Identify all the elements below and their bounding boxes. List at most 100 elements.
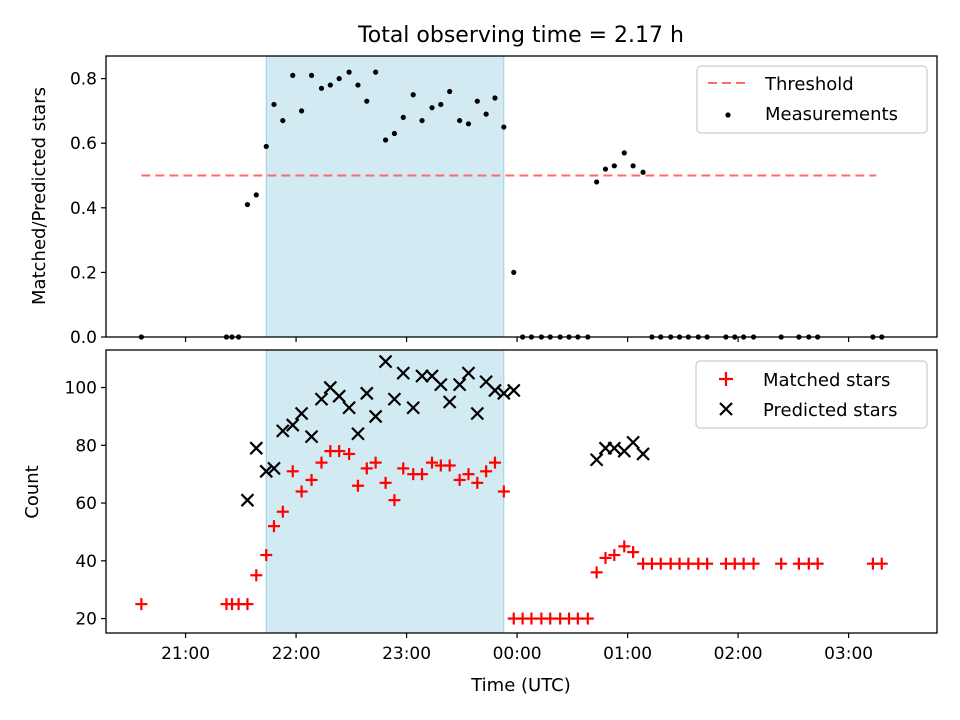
bottom-y-tick-label: 80 <box>75 436 97 456</box>
measurement-point <box>438 101 444 108</box>
top-y-tick-label: 0.8 <box>70 70 97 90</box>
predicted-point <box>249 441 264 455</box>
predicted-point <box>342 400 356 415</box>
x-tick-label: 01:00 <box>603 644 652 664</box>
measurement-point <box>391 130 398 137</box>
bottom-panel: 21:00 22:00 23:00 00:00 01:00 02:00 03:00 20 40 6… <box>22 349 938 696</box>
matched-point <box>443 459 456 472</box>
matched-point <box>471 476 484 489</box>
predicted-point <box>259 464 274 479</box>
predicted-point <box>351 426 365 441</box>
x-tick-label: 22:00 <box>272 644 321 664</box>
measurement-point <box>602 166 609 172</box>
top-y-axis-label: Matched/Predicted stars <box>29 87 50 305</box>
measurement-point <box>447 88 453 95</box>
legend-matched-swatch <box>719 372 733 386</box>
top-y-tick-label: 0.4 <box>70 199 97 219</box>
top-legend: Threshold Measurements <box>696 65 928 134</box>
bottom-legend-box <box>695 360 928 429</box>
matched-point <box>333 445 346 458</box>
top-panel: 0.00.20.40.60.8 Matched/Predicted stars … <box>29 55 938 348</box>
predicted-point <box>607 441 622 455</box>
top-legend-box <box>696 65 928 134</box>
measurement-point <box>308 72 315 78</box>
bottom-y-tick-label: 40 <box>75 552 97 572</box>
matched-point <box>397 462 410 475</box>
measurement-point <box>483 111 489 117</box>
legend-matched-label: Matched stars <box>763 370 890 391</box>
matched-point <box>305 473 318 486</box>
measurement-point <box>364 98 370 104</box>
predicted-point <box>267 461 281 476</box>
matched-point <box>369 456 382 469</box>
legend-measurements-swatch <box>725 112 731 118</box>
measurement-point <box>271 101 277 108</box>
measurement-point <box>336 76 342 82</box>
matched-point <box>627 546 640 559</box>
matched-point <box>462 468 475 481</box>
predicted-point <box>442 395 457 409</box>
matched-point <box>590 566 603 579</box>
predicted-point <box>461 366 476 380</box>
matched-point <box>608 549 621 562</box>
matched-point <box>480 465 493 478</box>
matched-point <box>351 479 364 492</box>
predicted-point <box>368 409 383 424</box>
chart-title: Total observing time = 2.17 h <box>357 23 684 48</box>
legend-measurements-label: Measurements <box>765 104 898 125</box>
measurement-point <box>465 121 472 127</box>
matched-point <box>267 520 280 533</box>
x-tick-label: 21:00 <box>161 644 210 664</box>
matched-point <box>241 598 254 611</box>
top-axis-ticks: 0.0 0.2 0.4 0.6 0.8 <box>70 70 850 348</box>
predicted-point <box>626 435 640 450</box>
measurement-point <box>244 201 251 208</box>
matched-point <box>388 494 401 507</box>
predicted-point <box>240 493 255 507</box>
measurement-point <box>630 163 636 169</box>
predicted-point <box>488 383 502 398</box>
x-axis-label: Time (UTC) <box>470 675 571 696</box>
predicted-point <box>378 354 393 369</box>
matched-point <box>811 557 824 570</box>
measurement-point <box>373 69 379 75</box>
matched-point <box>286 465 299 478</box>
top-y-tick-label: 0.0 <box>70 328 97 348</box>
measurement-point <box>280 117 286 124</box>
measurement-point <box>263 143 269 150</box>
x-tick-label: 03:00 <box>824 644 873 664</box>
predicted-point <box>636 447 650 461</box>
predicted-point <box>314 392 329 406</box>
measurement-point <box>318 85 325 91</box>
measurement-point <box>419 117 425 124</box>
measurement-point <box>298 108 305 114</box>
measurement-point <box>511 269 517 276</box>
predicted-point <box>387 392 402 406</box>
matched-point <box>260 549 273 562</box>
matched-point <box>276 505 289 518</box>
measurement-point <box>382 137 389 143</box>
bottom-y-tick-label: 60 <box>75 494 97 514</box>
matched-point <box>497 485 510 498</box>
measurement-point <box>611 163 617 169</box>
x-tick-label: 23:00 <box>382 644 431 664</box>
x-tick-label: 02:00 <box>714 644 763 664</box>
measurement-point <box>429 105 435 111</box>
bottom-legend: Matched stars Predicted stars <box>695 360 928 429</box>
predicted-point <box>506 383 521 398</box>
predicted-point <box>304 429 319 444</box>
matched-point <box>315 456 328 469</box>
matched-point <box>360 462 373 475</box>
matched-point <box>599 551 612 564</box>
measurement-point <box>410 92 416 98</box>
predicted-point <box>406 400 420 415</box>
measurement-point <box>457 117 463 124</box>
legend-threshold-label: Threshold <box>764 74 854 95</box>
bottom-series <box>135 354 888 625</box>
measurement-point <box>640 169 646 175</box>
measurement-point <box>327 82 333 88</box>
matched-point <box>379 476 392 489</box>
matched-point <box>250 569 263 582</box>
predicted-point <box>589 452 604 467</box>
